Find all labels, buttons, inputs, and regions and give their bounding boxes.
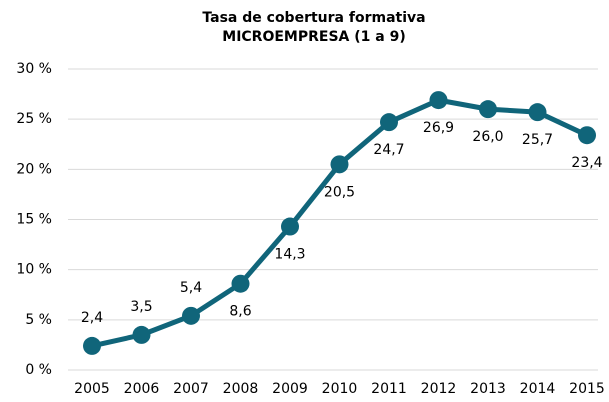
x-tick-label: 2006 [124,381,160,397]
y-tick-label: 10 % [16,262,52,278]
point [528,103,547,122]
y-tick-label: 20 % [16,161,52,177]
x-tick-label: 2007 [173,381,209,397]
data-label: 2,4 [81,310,103,326]
x-tick-label: 2012 [421,381,457,397]
point [330,155,349,174]
data-label: 25,7 [522,132,553,148]
y-tick-label: 0 % [25,362,52,378]
data-label: 24,7 [373,142,404,158]
chart-title: Tasa de cobertura formativa [202,10,425,26]
x-tick-label: 2010 [322,381,358,397]
y-tick-label: 25 % [16,111,52,127]
y-tick-label: 30 % [16,61,52,77]
x-tick-label: 2009 [272,381,308,397]
point [429,91,448,110]
x-tick-label: 2008 [223,381,259,397]
data-label: 3,5 [130,299,152,315]
point [479,100,497,119]
x-tick-label: 2014 [520,381,556,397]
data-label: 26,0 [472,129,503,145]
x-tick-label: 2011 [371,381,407,397]
x-tick-label: 2013 [470,381,506,397]
data-label: 8,6 [229,304,251,320]
point [83,336,101,355]
point [132,325,151,344]
chart-subtitle: MICROEMPRESA (1 a 9) [222,29,405,45]
data-label: 23,4 [571,155,602,171]
point [380,113,398,132]
y-tick-label: 15 % [16,212,52,228]
y-tick-label: 5 % [25,312,52,328]
point [578,126,596,145]
data-label: 5,4 [180,280,202,296]
point [182,306,200,325]
x-tick-label: 2005 [74,381,110,397]
data-label: 20,5 [324,184,355,200]
line [91,97,589,349]
data-label: 26,9 [423,120,454,136]
point [281,217,299,236]
point [231,274,250,293]
data-label: 14,3 [274,247,305,263]
x-tick-label: 2015 [569,381,605,397]
